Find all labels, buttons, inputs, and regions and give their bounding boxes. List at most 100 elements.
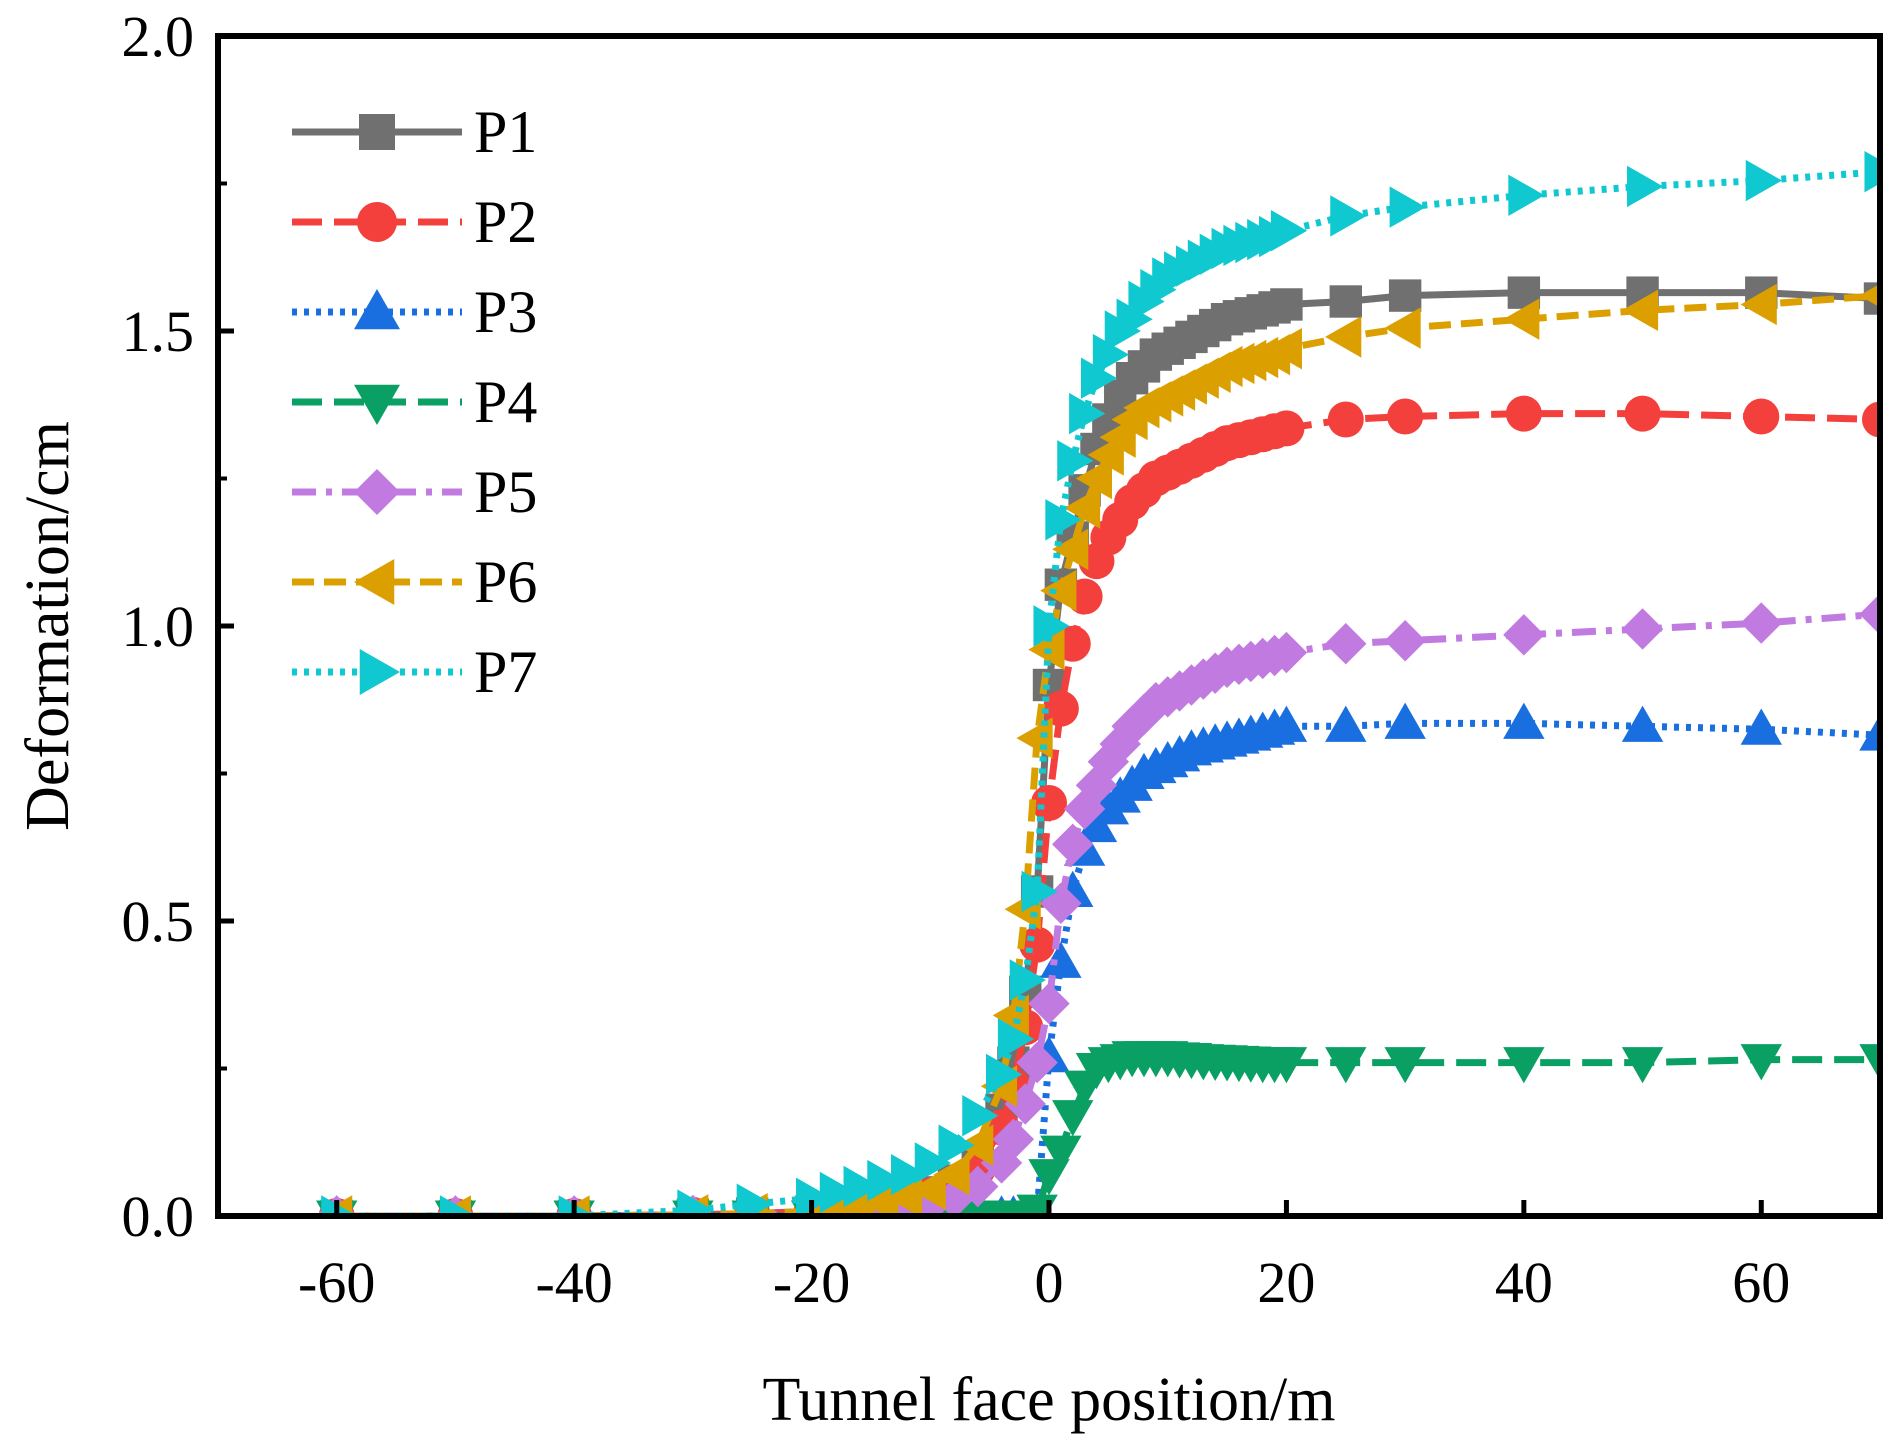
series-line-p5 bbox=[336, 610, 1880, 1216]
data-point-p5 bbox=[1063, 788, 1106, 830]
data-point-p5 bbox=[1325, 623, 1367, 665]
data-point-p7 bbox=[796, 1177, 833, 1216]
legend-label: P4 bbox=[474, 369, 537, 435]
data-point-p1 bbox=[1270, 288, 1303, 321]
x-tick-label: 20 bbox=[1257, 1250, 1315, 1315]
data-point-p3 bbox=[1503, 702, 1545, 739]
data-point-p7 bbox=[677, 1189, 714, 1216]
series-layer bbox=[316, 151, 1880, 1216]
data-point-p6 bbox=[1040, 569, 1077, 612]
data-point-p1 bbox=[1388, 279, 1422, 312]
data-point-p6 bbox=[992, 994, 1029, 1037]
legend-label: P6 bbox=[474, 549, 537, 615]
legend-marker bbox=[359, 649, 400, 695]
legend-marker bbox=[354, 559, 395, 605]
data-point-p5 bbox=[1384, 620, 1426, 662]
data-point-p4 bbox=[1384, 1047, 1426, 1084]
data-point-p7 bbox=[1330, 195, 1367, 237]
data-point-p7 bbox=[1116, 298, 1153, 340]
data-point-p6 bbox=[1075, 457, 1113, 500]
series-p5 bbox=[316, 593, 1880, 1216]
data-point-p5 bbox=[1859, 593, 1880, 635]
data-point-p5 bbox=[1621, 608, 1664, 650]
legend-item-p1: P1 bbox=[292, 99, 537, 165]
data-point-p2 bbox=[1042, 690, 1079, 727]
data-point-p5 bbox=[1075, 764, 1118, 806]
data-point-p5 bbox=[1099, 723, 1141, 765]
data-point-p7 bbox=[1745, 159, 1782, 202]
data-point-p5 bbox=[1004, 1083, 1046, 1125]
x-tick-label: 60 bbox=[1732, 1250, 1790, 1315]
data-point-p4 bbox=[1740, 1044, 1782, 1081]
data-point-p7 bbox=[321, 1195, 358, 1216]
data-point-p5 bbox=[1503, 614, 1545, 656]
data-point-p2 bbox=[1031, 785, 1067, 821]
data-point-p6 bbox=[1384, 307, 1421, 349]
data-point-p6 bbox=[1052, 528, 1089, 570]
data-point-p7 bbox=[1508, 174, 1545, 216]
data-point-p5 bbox=[980, 1142, 1023, 1184]
data-point-p3 bbox=[1384, 702, 1426, 739]
data-point-p7 bbox=[1021, 870, 1058, 913]
data-point-p5 bbox=[1040, 882, 1082, 924]
data-point-p4 bbox=[1052, 1100, 1094, 1137]
data-point-p7 bbox=[819, 1171, 857, 1214]
data-point-p7 bbox=[1080, 357, 1118, 399]
data-point-p3 bbox=[1265, 705, 1308, 742]
data-point-p6 bbox=[1265, 328, 1302, 370]
data-point-p7 bbox=[1864, 151, 1880, 193]
data-point-p2 bbox=[1624, 395, 1661, 432]
legend-marker bbox=[354, 289, 400, 330]
data-point-p5 bbox=[1740, 602, 1782, 644]
data-point-p3 bbox=[1621, 705, 1664, 742]
y-axis-title: Deformation/cm bbox=[14, 421, 82, 831]
data-point-p5 bbox=[1016, 1041, 1058, 1084]
data-point-p4 bbox=[1325, 1047, 1367, 1084]
data-point-p7 bbox=[985, 1053, 1023, 1096]
data-point-p3 bbox=[1740, 708, 1782, 745]
data-point-p5 bbox=[992, 1118, 1035, 1160]
legend: P1 P2 P3 P4 P5 P6 P7 bbox=[292, 99, 537, 705]
legend-item-p6: P6 bbox=[292, 549, 537, 615]
x-tick-label: -60 bbox=[298, 1250, 375, 1315]
data-point-p6 bbox=[933, 1154, 970, 1196]
data-point-p7 bbox=[891, 1154, 928, 1196]
data-point-p4 bbox=[1265, 1047, 1308, 1084]
legend-item-p3: P3 bbox=[292, 279, 537, 345]
series-p6 bbox=[316, 283, 1880, 1216]
data-point-p6 bbox=[957, 1124, 994, 1166]
data-point-p4 bbox=[1040, 1135, 1082, 1172]
legend-marker bbox=[354, 469, 400, 515]
data-point-p7 bbox=[736, 1183, 773, 1216]
y-tick-label: 1.0 bbox=[122, 594, 195, 659]
series-p4 bbox=[316, 1041, 1880, 1216]
y-tick-label: 0.5 bbox=[122, 889, 195, 954]
data-point-p5 bbox=[1265, 631, 1308, 674]
legend-label: P5 bbox=[474, 459, 537, 525]
data-point-p6 bbox=[1503, 298, 1540, 340]
y-tick-label: 0.0 bbox=[122, 1184, 195, 1249]
data-point-p5 bbox=[957, 1165, 999, 1208]
data-point-p3 bbox=[1325, 705, 1367, 742]
data-point-p7 bbox=[1045, 499, 1082, 541]
data-point-p7 bbox=[1627, 165, 1664, 208]
legend-marker bbox=[359, 114, 395, 150]
x-tick-label: 40 bbox=[1495, 1250, 1553, 1315]
legend-label: P7 bbox=[474, 639, 537, 705]
data-point-p7 bbox=[558, 1195, 595, 1216]
y-tick-label: 1.5 bbox=[122, 299, 195, 364]
data-point-p5 bbox=[1028, 982, 1070, 1025]
x-tick-label: -20 bbox=[773, 1250, 850, 1315]
legend-label: P1 bbox=[474, 99, 537, 165]
data-point-p6 bbox=[862, 1181, 899, 1216]
legend-marker bbox=[354, 384, 400, 425]
legend-marker bbox=[357, 202, 397, 242]
data-point-p4 bbox=[1859, 1044, 1880, 1081]
data-point-p7 bbox=[1092, 333, 1130, 376]
data-point-p5 bbox=[1052, 823, 1094, 865]
data-point-p7 bbox=[1389, 186, 1426, 228]
data-point-p6 bbox=[1063, 487, 1101, 529]
data-point-p7 bbox=[843, 1165, 880, 1208]
x-tick-label: -40 bbox=[535, 1250, 612, 1315]
